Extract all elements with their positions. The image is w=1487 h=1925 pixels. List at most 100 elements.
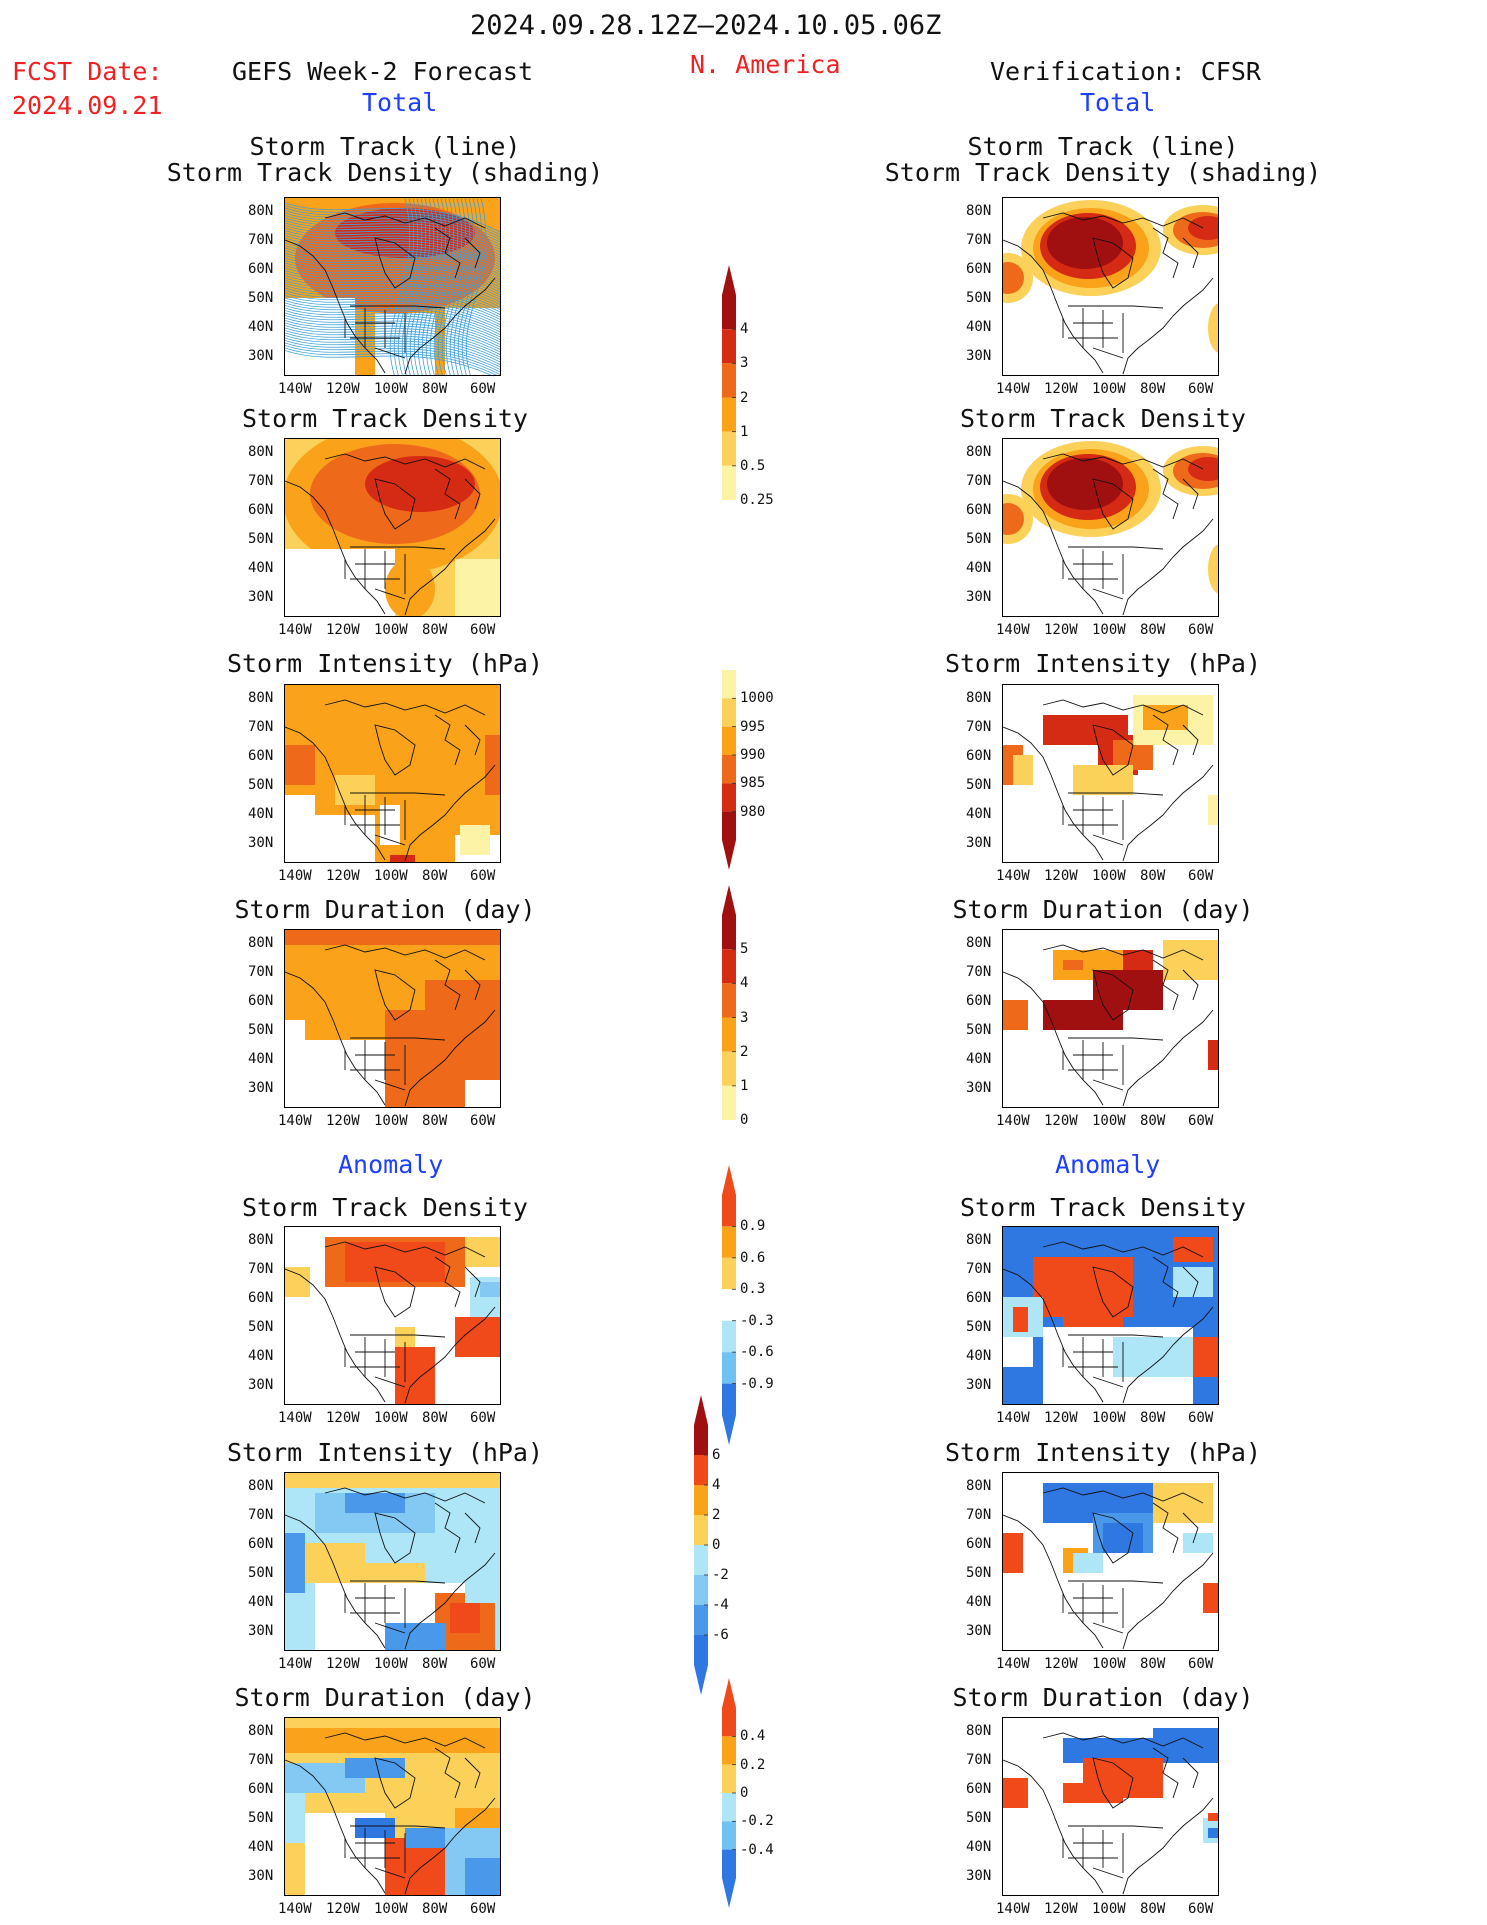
lat-label: 70N <box>966 964 992 980</box>
panel-title-duration-anom-left: Storm Duration (day) <box>234 1683 536 1712</box>
map-duration-right <box>1002 929 1219 1108</box>
colorbar-tick-label: 3 <box>740 355 749 372</box>
lat-label: 70N <box>248 1752 274 1768</box>
colorbar-tick-label: 990 <box>740 747 766 763</box>
colorbar-tick-label: 1 <box>740 423 749 440</box>
colorbar-tick-label: 0 <box>740 1785 749 1801</box>
panel-title-intensity-right: Storm Intensity (hPa) <box>944 649 1262 678</box>
colorbar-tick-label: 0.3 <box>740 1281 766 1298</box>
lon-label: 100W <box>374 1113 408 1129</box>
lon-label: 60W <box>470 622 496 638</box>
map-track-line-right <box>1002 197 1219 376</box>
lon-label: 140W <box>278 1901 312 1917</box>
panel-title-density-left: Storm Track Density <box>242 404 528 433</box>
lon-label: 60W <box>470 1113 496 1129</box>
lat-label: 50N <box>966 1565 992 1581</box>
lat-label: 50N <box>248 1319 274 1335</box>
lat-label: 30N <box>966 835 992 851</box>
colorbar-density-anom <box>722 1165 736 1449</box>
colorbar-tick-label: 0 <box>712 1537 721 1553</box>
colorbar-tick-label: 4 <box>740 975 749 992</box>
lat-label: 70N <box>966 473 992 489</box>
lon-label: 100W <box>374 381 408 397</box>
lon-label: 60W <box>1188 1656 1214 1672</box>
lon-label: 140W <box>996 1656 1030 1672</box>
lat-label: 30N <box>248 835 274 851</box>
lat-label: 60N <box>248 748 274 764</box>
lat-label: 70N <box>966 1507 992 1523</box>
lon-label: 100W <box>374 622 408 638</box>
lat-label: 30N <box>248 1377 274 1393</box>
lon-label: 140W <box>996 1901 1030 1917</box>
lat-label: 60N <box>966 993 992 1009</box>
panel-title-track-shading-left: Storm Track Density (shading) <box>166 158 604 187</box>
lon-label: 120W <box>1044 1656 1078 1672</box>
lat-label: 30N <box>966 1080 992 1096</box>
lat-label: 80N <box>248 1232 274 1248</box>
lon-label: 120W <box>1044 868 1078 884</box>
colorbar-tick-label: -0.4 <box>740 1841 774 1858</box>
lon-label: 60W <box>470 381 496 397</box>
lat-label: 70N <box>248 1261 274 1277</box>
map-duration-anom-right <box>1002 1717 1219 1896</box>
lon-label: 80W <box>1140 868 1166 884</box>
lat-label: 30N <box>248 589 274 605</box>
fcst-date-value: 2024.09.21 <box>12 91 163 120</box>
lon-label: 140W <box>996 622 1030 638</box>
panel-title-track-shading-right: Storm Track Density (shading) <box>884 158 1322 187</box>
colorbar-tick-label: 1 <box>740 1077 749 1094</box>
lon-label: 100W <box>1092 868 1126 884</box>
total-label-left: Total <box>362 88 438 117</box>
lat-label: 30N <box>248 348 274 364</box>
map-intensity-anom-right <box>1002 1472 1219 1651</box>
lat-label: 40N <box>248 1839 274 1855</box>
lat-label: 30N <box>966 348 992 364</box>
lat-label: 60N <box>966 748 992 764</box>
lon-label: 60W <box>1188 868 1214 884</box>
lon-label: 60W <box>1188 1410 1214 1426</box>
lat-label: 40N <box>248 1348 274 1364</box>
region-title: N. America <box>690 50 841 79</box>
colorbar-tick-label: -4 <box>712 1597 729 1613</box>
lat-label: 80N <box>966 203 992 219</box>
lon-label: 60W <box>470 1410 496 1426</box>
lat-label: 80N <box>966 1478 992 1494</box>
colorbar-tick-label: 4 <box>740 321 749 338</box>
lat-label: 30N <box>248 1868 274 1884</box>
lat-label: 60N <box>966 1290 992 1306</box>
lon-label: 140W <box>278 1410 312 1426</box>
map-intensity-left <box>284 684 501 863</box>
lat-label: 60N <box>248 502 274 518</box>
lon-label: 140W <box>996 1113 1030 1129</box>
lat-label: 60N <box>248 1781 274 1797</box>
colorbar-tick-label: 980 <box>740 803 766 820</box>
colorbar-tick-label: -6 <box>712 1627 729 1643</box>
fcst-date-label: FCST Date: <box>12 57 163 86</box>
lat-label: 50N <box>966 777 992 793</box>
colorbar-tick-label: 995 <box>740 718 766 735</box>
panel-title-duration-right: Storm Duration (day) <box>952 895 1254 924</box>
lat-label: 80N <box>248 1723 274 1739</box>
colorbar-tick-label: 1000 <box>740 690 774 707</box>
anomaly-label-left: Anomaly <box>338 1150 444 1179</box>
lat-label: 30N <box>966 589 992 605</box>
lat-label: 40N <box>248 1051 274 1067</box>
lat-label: 70N <box>248 964 274 980</box>
colorbar-density <box>722 265 736 534</box>
lat-label: 40N <box>966 1839 992 1855</box>
lat-label: 70N <box>966 232 992 248</box>
lon-label: 140W <box>996 381 1030 397</box>
colorbar-tick-label: 0.9 <box>740 1218 766 1235</box>
lon-label: 120W <box>1044 1901 1078 1917</box>
lat-label: 50N <box>248 290 274 306</box>
colorbar-tick-label: -0.3 <box>740 1312 774 1329</box>
lat-label: 50N <box>248 1810 274 1826</box>
lon-label: 100W <box>1092 1113 1126 1129</box>
lat-label: 60N <box>248 1536 274 1552</box>
lat-label: 60N <box>248 1290 274 1306</box>
lat-label: 50N <box>966 1810 992 1826</box>
verification-title: Verification: CFSR <box>990 57 1261 86</box>
lon-label: 120W <box>326 381 360 397</box>
period-title: 2024.09.28.12Z–2024.10.05.06Z <box>470 10 942 41</box>
panel-title-track-line-left: Storm Track (line) <box>249 132 521 161</box>
